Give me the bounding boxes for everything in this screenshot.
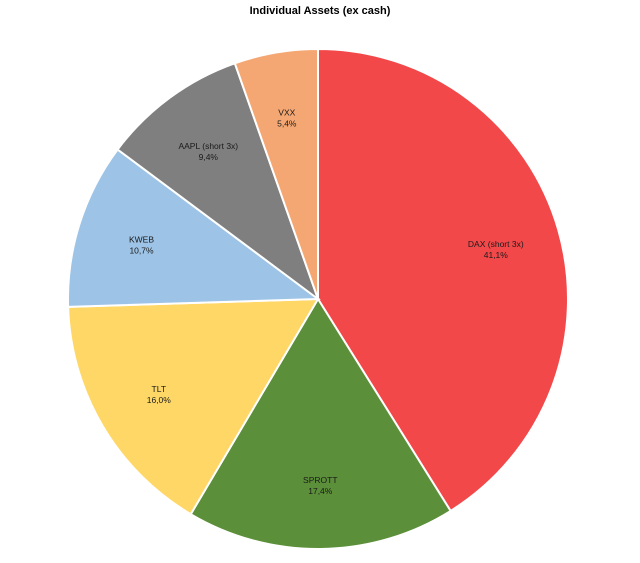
slice-label-sprott: SPROTT 17,4% — [303, 475, 337, 496]
slice-category-label: KWEB — [129, 235, 154, 245]
chart-title: Individual Assets (ex cash) — [249, 5, 391, 17]
slice-value-label: 16,0% — [147, 395, 172, 405]
slice-value-label: 41,1% — [484, 250, 509, 260]
pie-slice-vxx — [233, 47, 319, 300]
labels-layer: DAX (short 3x) 41,1% SPROTT 17,4% TLT 16,0% KW… — [129, 108, 524, 496]
slices-layer — [67, 47, 569, 550]
slice-category-label: DAX (short 3x) — [468, 239, 524, 249]
pie-slice-dax-short-3x — [317, 47, 569, 513]
pie-slice-tlt — [67, 297, 320, 516]
slice-category-label: VXX — [278, 108, 295, 118]
slice-category-label: AAPL (short 3x) — [178, 141, 238, 151]
pie-slice-kweb — [67, 148, 321, 308]
slice-label-vxx: VXX 5,4% — [277, 108, 297, 129]
pie-slice-sprott — [189, 297, 453, 550]
slice-category-label: TLT — [152, 384, 166, 394]
slice-value-label: 5,4% — [277, 119, 297, 129]
slice-value-label: 10,7% — [129, 246, 154, 256]
slice-label-dax-short-3x: DAX (short 3x) 41,1% — [468, 239, 524, 260]
slice-label-aapl-short-3x: AAPL (short 3x) 9,4% — [178, 141, 238, 162]
slice-label-tlt: TLT 16,0% — [147, 384, 172, 405]
pie-slice-aapl-short-3x — [116, 61, 321, 302]
slice-category-label: SPROTT — [303, 475, 337, 485]
slice-value-label: 9,4% — [199, 152, 219, 162]
slice-label-kweb: KWEB 10,7% — [129, 235, 154, 256]
slice-value-label: 17,4% — [308, 486, 333, 496]
